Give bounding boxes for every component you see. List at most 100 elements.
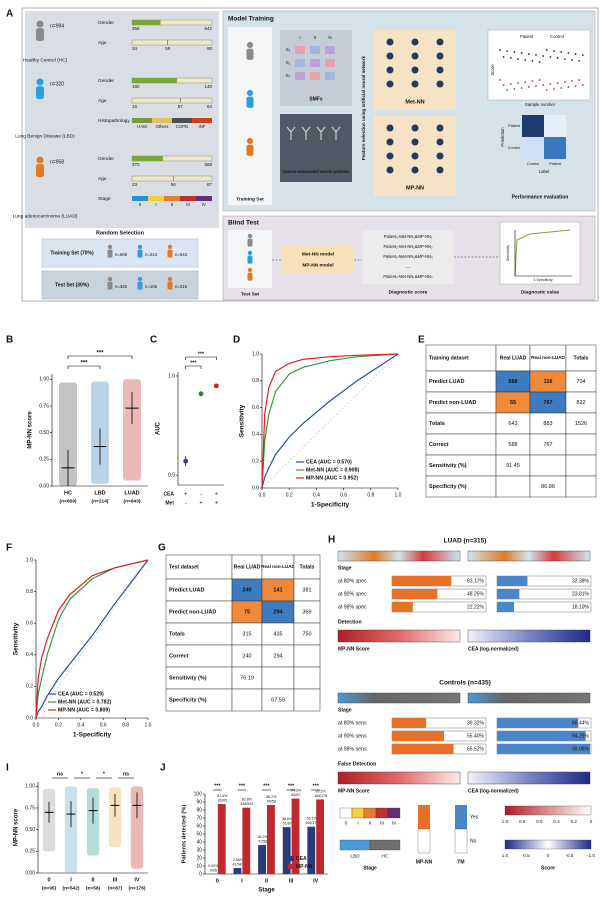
threshold-label: at 80% spec	[338, 578, 367, 584]
table-cell	[165, 554, 233, 580]
sig-label: ns	[123, 771, 129, 777]
sig-label: ***	[263, 783, 270, 789]
colorbar-tick: 1.0	[502, 819, 509, 824]
scatter-dot	[556, 57, 559, 59]
table-row-label: Totals	[169, 631, 185, 637]
sig-bracket	[67, 355, 133, 359]
y-tick-label: 0.75	[39, 403, 49, 409]
table-value: 704	[576, 379, 585, 385]
nn-node	[411, 52, 419, 60]
gender-bar	[132, 78, 177, 83]
y-tick-label: 100	[194, 791, 203, 797]
panel-label: G	[158, 543, 166, 554]
age-tick: 59	[165, 46, 171, 51]
x-tick-label: LBD	[94, 490, 105, 496]
cohort-name: Healthy Control (HC)	[23, 57, 68, 63]
table-header: Real non-LUAD	[261, 564, 295, 569]
confusion-y-label: Prediction	[500, 127, 505, 147]
bar	[258, 845, 266, 874]
point-cloud	[59, 382, 77, 486]
sig-bracket	[185, 365, 202, 369]
person-icon	[36, 156, 44, 164]
bar-count-label: 449/542	[240, 802, 253, 806]
stage-strip	[467, 550, 591, 562]
category-label: 0	[139, 202, 142, 207]
y-tick-label: 0.50	[39, 430, 49, 436]
y-tick-label: 0.6	[252, 405, 259, 411]
rate-label: 32.38%	[572, 579, 590, 585]
scatter-dot	[560, 51, 563, 53]
y-tick-label: 0.00	[25, 870, 35, 876]
n-label: (n=643)	[124, 498, 141, 504]
table-row-label: Totals	[429, 421, 445, 427]
legend-title: Stage	[363, 865, 377, 871]
y-tick-label: 90	[196, 799, 202, 805]
rate-bar	[392, 576, 452, 586]
patient-row: ......	[405, 264, 412, 269]
split-count: n=643	[175, 252, 188, 257]
confusion-cell	[522, 137, 544, 159]
nn-node	[411, 80, 419, 88]
caption: Detection	[338, 619, 362, 625]
performance-label: Performance evaluation	[512, 194, 569, 200]
rate-label: 55.40%	[467, 734, 485, 740]
person-icon	[137, 276, 143, 282]
scatter-dot	[513, 51, 516, 53]
scatter-dot	[509, 83, 512, 85]
sign: +	[215, 500, 218, 506]
cohort-n: n=994	[50, 23, 64, 29]
colorbar	[504, 839, 592, 850]
category-label: I	[155, 202, 156, 207]
scatter-x-label: Sample number	[525, 102, 556, 107]
stage-strip	[337, 550, 461, 562]
scatter-dot	[553, 50, 555, 52]
roc-curve	[35, 559, 149, 719]
legend-swatch	[387, 807, 401, 819]
colorbar-tick: 0.6	[536, 819, 543, 824]
row-label: Gender	[98, 156, 114, 162]
bar-value-label: 7.56%	[233, 858, 244, 862]
y-tick-label: 0.25	[39, 457, 49, 463]
y-axis-label: AUC	[156, 421, 162, 435]
x-tick-label: III	[289, 878, 294, 884]
antibody-icon	[316, 126, 326, 140]
sig-label: ***	[214, 783, 221, 789]
threshold-label: at 98% sens	[338, 746, 367, 752]
y-tick-label: 0.0	[252, 485, 259, 491]
table-cell	[529, 344, 567, 372]
sig-label: ***	[80, 361, 88, 367]
nn-node	[411, 152, 419, 160]
y-tick-label: 10	[196, 863, 202, 869]
table-header: Real non-LUAD	[531, 355, 565, 360]
scatter-dot	[563, 58, 566, 60]
x-tick-label: 0.0	[259, 492, 266, 498]
row-label: Gender	[98, 20, 114, 26]
n-label: (n=87)	[108, 885, 123, 891]
person-icon	[246, 96, 254, 108]
point-cloud	[123, 379, 141, 481]
gender-count: 370	[132, 162, 140, 167]
row-label: Met	[165, 500, 174, 506]
scatter-dot	[581, 54, 584, 56]
y-tick-label: 0.25	[25, 849, 35, 855]
person-icon	[246, 137, 254, 145]
legend-label: 0	[345, 820, 348, 826]
table-value: 588	[508, 442, 517, 448]
sig-label: ***	[198, 351, 205, 357]
y-tick-label: 0.00	[39, 483, 49, 489]
smf-column: N	[328, 35, 331, 40]
scatter-dot	[531, 60, 534, 62]
patient-row: Patient₃-Met-NN₃&MP-NN₃	[383, 254, 433, 259]
x-axis-label: Stage	[258, 888, 275, 894]
sig-label: ns	[57, 771, 63, 777]
table-cell	[565, 454, 597, 477]
rate-bar	[392, 731, 445, 741]
person-icon	[246, 48, 254, 60]
confusion-x-tick: Control	[527, 162, 539, 166]
x-tick-label: 0.4	[313, 492, 320, 498]
nn-node	[436, 38, 444, 46]
age-tick: 57	[178, 104, 184, 109]
panel-label: H	[328, 535, 335, 546]
scatter-dot	[524, 81, 527, 83]
